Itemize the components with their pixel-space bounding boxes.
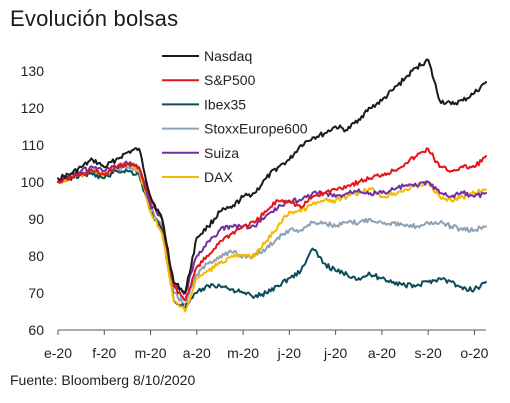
series-line-nasdaq: [57, 58, 487, 294]
y-tick-label: 70: [28, 285, 44, 301]
chart-title: Evolución bolsas: [10, 6, 179, 31]
series-line-suiza: [57, 160, 487, 296]
y-tick-label: 100: [21, 174, 45, 190]
series-line-ibex35: [57, 168, 487, 309]
x-tick-label: j-20: [277, 345, 302, 361]
y-tick-label: 120: [21, 100, 45, 116]
x-tick-label: e-20: [44, 345, 72, 361]
x-tick-label: a-20: [183, 345, 211, 361]
x-tick-label: m-20: [227, 345, 259, 361]
source-note: Fuente: Bloomberg 8/10/2020: [10, 372, 196, 388]
x-tick-label: j-20: [323, 345, 348, 361]
legend-label: StoxxEurope600: [204, 121, 308, 137]
series-line-stoxxeurope600: [57, 164, 487, 306]
legend: Nasdaq S&P500 Ibex35 StoxxEurope600 Suiza DAX: [162, 48, 308, 185]
x-tick-label: s-20: [415, 345, 442, 361]
legend-label: S&P500: [204, 72, 256, 88]
y-tick-label: 130: [21, 63, 45, 79]
x-tick-label: f-20: [92, 345, 116, 361]
legend-label: Ibex35: [204, 96, 246, 112]
axes: 60 70 80 90 100 110 120 130 e-20 f-20 m-20 a-20 m-20…: [21, 63, 489, 361]
y-tick-label: 60: [28, 322, 44, 338]
x-tick-label: o-20: [460, 345, 488, 361]
legend-label: Nasdaq: [204, 48, 252, 64]
series-lines: [57, 58, 487, 313]
legend-label: DAX: [204, 169, 233, 185]
x-tick-label: m-20: [135, 345, 167, 361]
y-tick-label: 90: [28, 211, 44, 227]
series-line-s-p500: [57, 147, 487, 302]
legend-label: Suiza: [204, 145, 239, 161]
x-tick-label: a-20: [368, 345, 396, 361]
y-tick-label: 110: [22, 137, 45, 153]
y-tick-label: 80: [28, 248, 44, 264]
